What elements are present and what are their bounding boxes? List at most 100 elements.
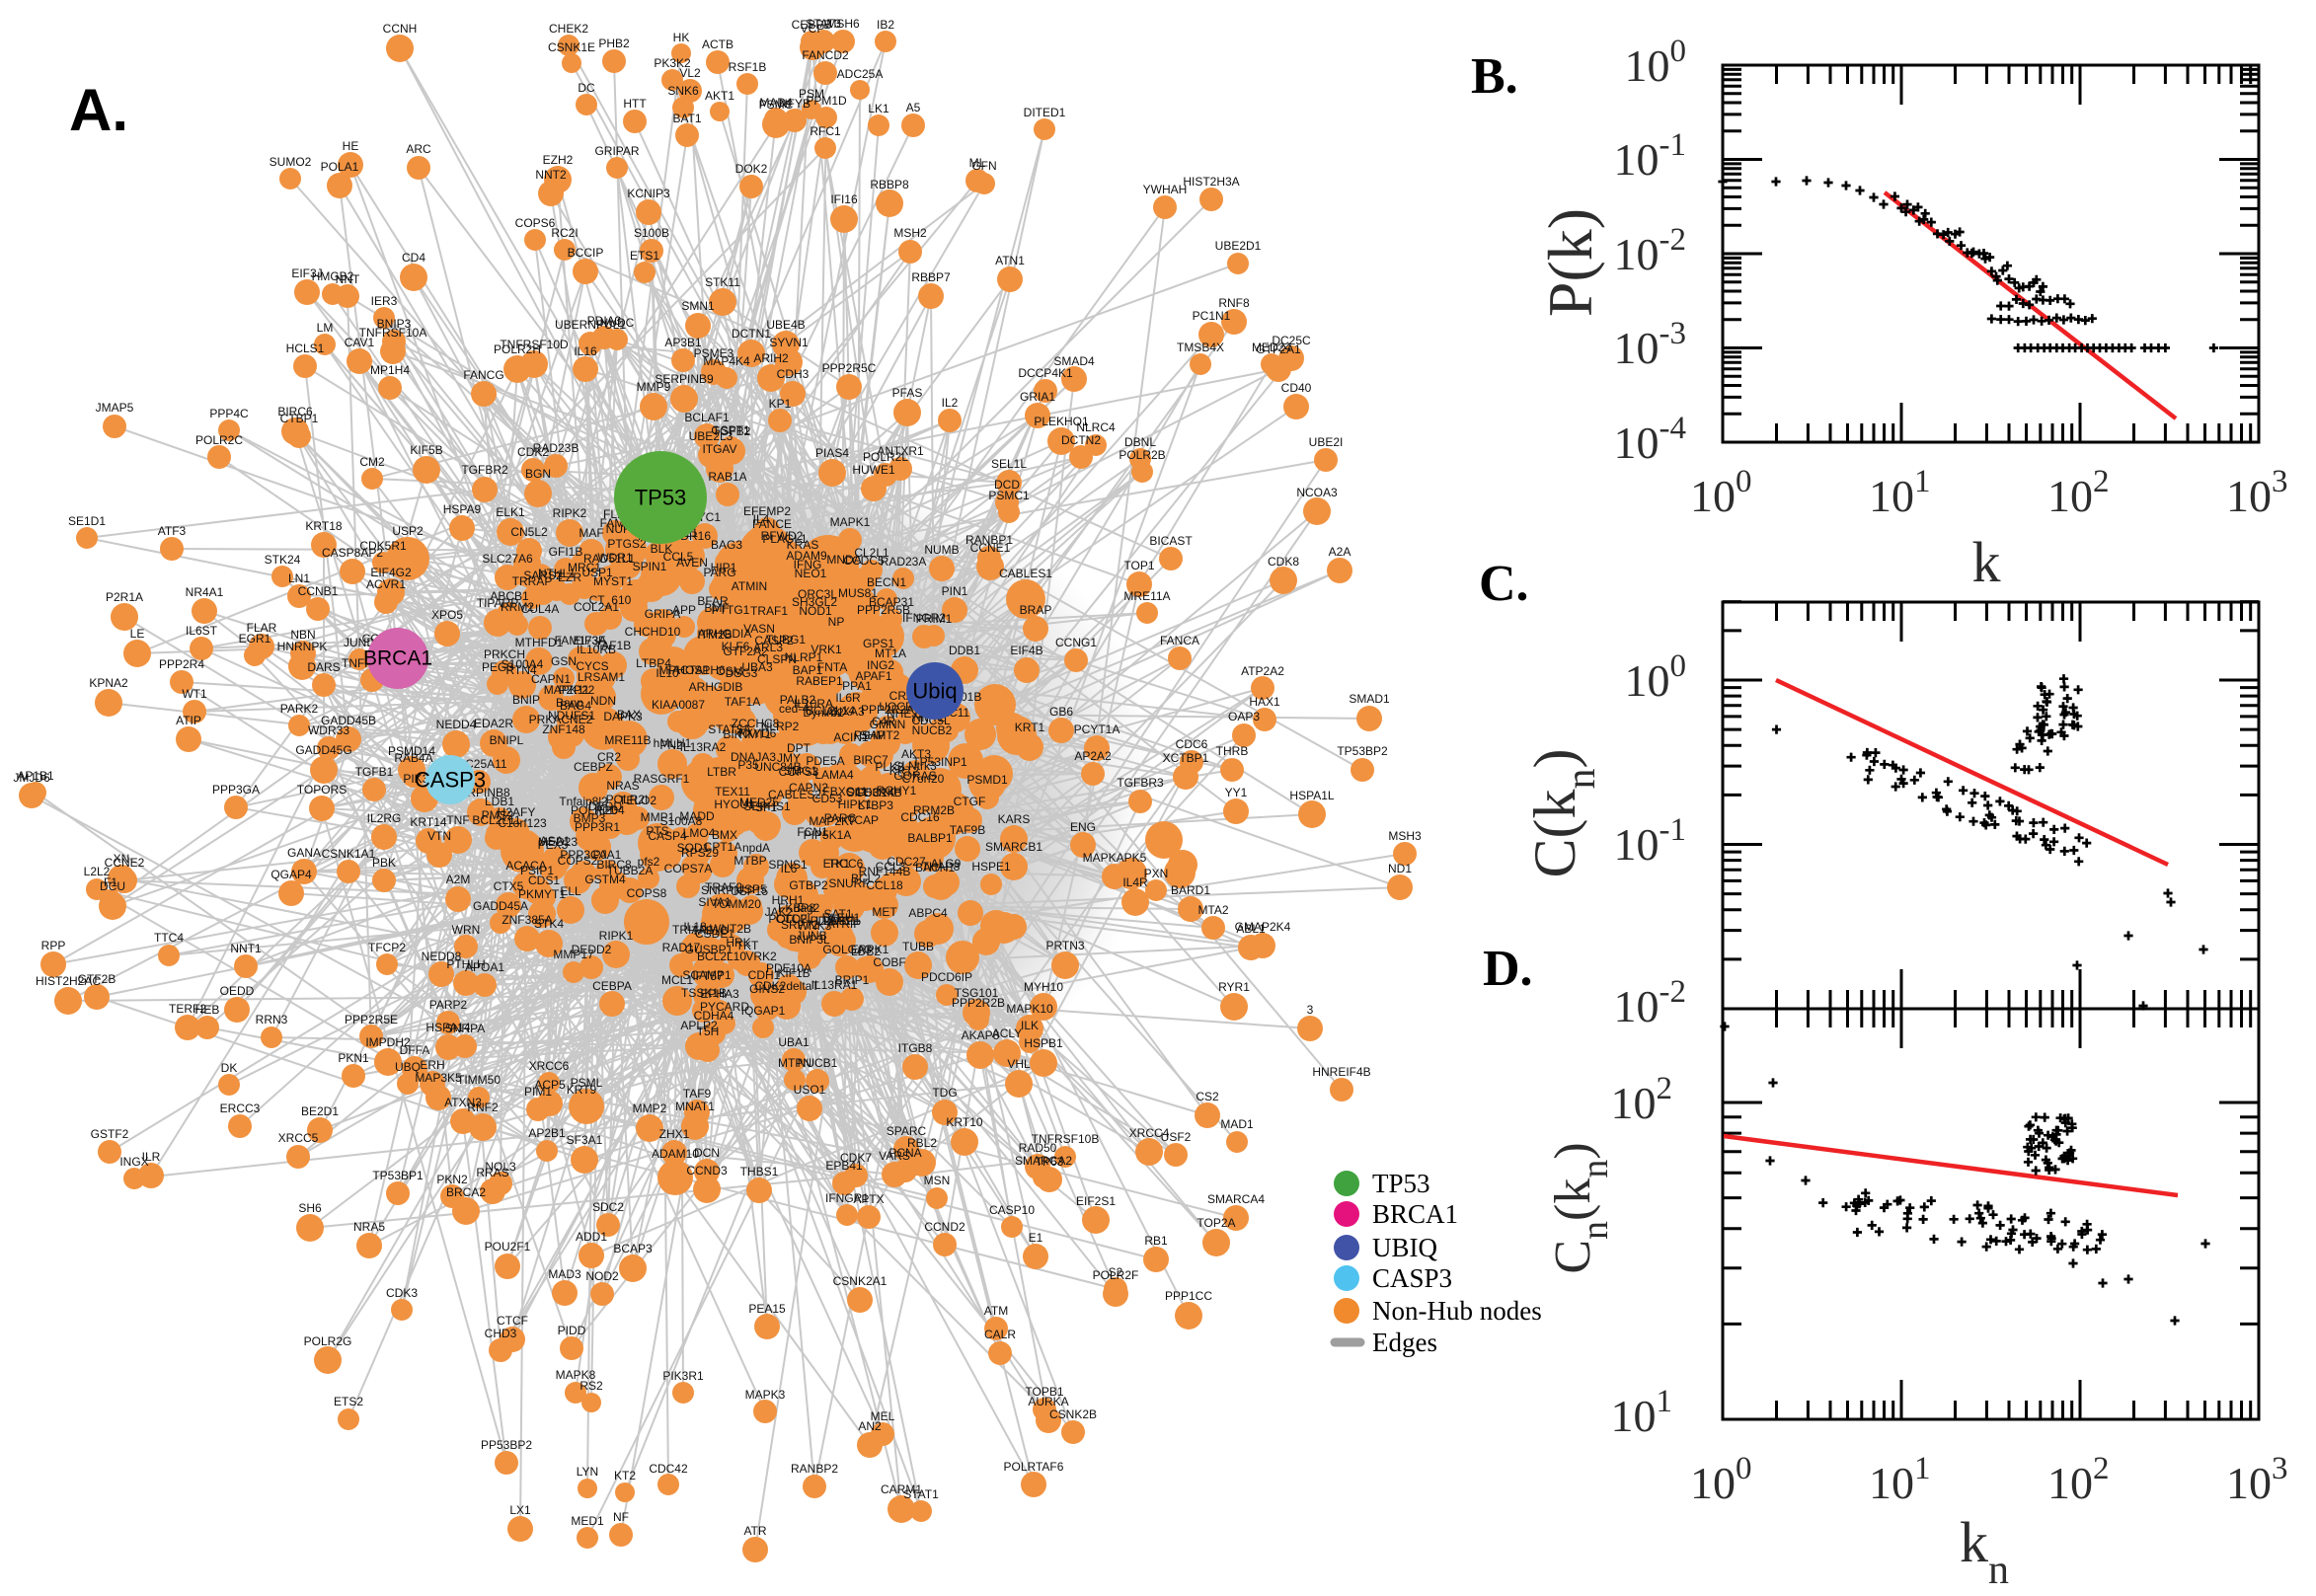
svg-text:BCAP31: BCAP31 <box>869 595 914 609</box>
svg-text:CT_610: CT_610 <box>589 593 632 607</box>
svg-text:COPS7A: COPS7A <box>664 862 713 875</box>
svg-text:PEG3: PEG3 <box>482 660 513 674</box>
svg-text:SLC27A6: SLC27A6 <box>482 552 533 566</box>
svg-text:SEL1L: SEL1L <box>991 457 1027 471</box>
svg-text:APP: APP <box>672 603 696 617</box>
svg-text:CPT1A: CPT1A <box>704 840 742 854</box>
svg-text:MAF: MAF <box>579 526 603 540</box>
svg-text:ITGAV: ITGAV <box>702 442 736 456</box>
svg-text:KIF5B: KIF5B <box>410 443 442 457</box>
svg-text:PPP2R5E: PPP2R5E <box>345 1013 398 1026</box>
svg-text:AP2B1: AP2B1 <box>528 1126 566 1140</box>
svg-text:MAP2K7: MAP2K7 <box>809 814 856 828</box>
svg-text:PPP2R2B: PPP2R2B <box>952 996 1005 1010</box>
svg-text:PARP2: PARP2 <box>429 998 468 1012</box>
svg-text:CLSPN: CLSPN <box>757 652 797 666</box>
svg-text:CTX5: CTX5 <box>494 879 524 893</box>
svg-text:npdA: npdA <box>742 841 770 855</box>
svg-text:GSN: GSN <box>551 654 577 668</box>
svg-text:UBE2L3: UBE2L3 <box>689 429 733 443</box>
svg-text:BCLAF1: BCLAF1 <box>684 411 730 424</box>
svg-text:BALBP1: BALBP1 <box>907 831 953 845</box>
svg-text:SPIN1: SPIN1 <box>633 560 667 573</box>
svg-text:ADAM10: ADAM10 <box>652 1147 699 1161</box>
svg-text:MAPK10: MAPK10 <box>1006 1002 1053 1016</box>
svg-text:ENG: ENG <box>1070 820 1096 834</box>
svg-text:USO1: USO1 <box>794 1083 826 1097</box>
svg-text:TSSK1B: TSSK1B <box>681 986 727 1000</box>
svg-text:CTGF: CTGF <box>954 795 986 808</box>
svg-text:RCHY1: RCHY1 <box>877 784 917 798</box>
svg-text:C4R: C4R <box>872 715 895 728</box>
svg-text:HSPB1: HSPB1 <box>1024 1036 1063 1050</box>
svg-text:MYH10: MYH10 <box>1024 980 1063 994</box>
svg-text:BCL2L11: BCL2L11 <box>472 813 520 827</box>
svg-text:ARHGDIA: ARHGDIA <box>698 627 752 641</box>
svg-text:GFI1B: GFI1B <box>549 545 583 559</box>
svg-text:pfs2: pfs2 <box>638 855 660 869</box>
svg-text:LTBP3: LTBP3 <box>858 798 893 812</box>
svg-text:PSMD1: PSMD1 <box>966 773 1008 787</box>
svg-text:ATMIN: ATMIN <box>732 579 767 593</box>
svg-text:CYCS: CYCS <box>576 659 608 673</box>
svg-text:AP3B1: AP3B1 <box>664 336 702 349</box>
svg-text:MRE11B: MRE11B <box>604 733 651 747</box>
svg-text:GTBP2: GTBP2 <box>789 878 828 892</box>
svg-text:UBE4B: UBE4B <box>766 318 805 332</box>
svg-text:GADD45A: GADD45A <box>473 899 528 913</box>
svg-text:IL2: IL2 <box>942 396 959 410</box>
svg-text:PPP2R2A: PPP2R2A <box>861 703 914 717</box>
svg-text:JAK2: JAK2 <box>765 905 794 919</box>
svg-text:MTBP: MTBP <box>733 854 766 868</box>
svg-text:TOPORS: TOPORS <box>297 783 347 797</box>
svg-text:IL16: IL16 <box>574 344 597 358</box>
svg-text:ACVR1: ACVR1 <box>366 577 406 591</box>
svg-text:MAPK1: MAPK1 <box>830 515 871 529</box>
svg-text:BNIP: BNIP <box>512 693 540 707</box>
svg-text:EFEMP2: EFEMP2 <box>743 504 791 518</box>
svg-text:LAMA4: LAMA4 <box>814 768 854 782</box>
svg-text:ASA1: ASA1 <box>540 834 571 848</box>
svg-text:HIP1: HIP1 <box>711 561 737 574</box>
svg-text:RASGRF1: RASGRF1 <box>634 772 690 786</box>
svg-text:BECN1: BECN1 <box>867 575 906 589</box>
svg-text:BMX: BMX <box>712 828 737 842</box>
svg-text:MTPN: MTPN <box>778 1056 811 1070</box>
svg-text:EPPK1: EPPK1 <box>851 943 889 956</box>
svg-text:ARHGDIB: ARHGDIB <box>689 680 743 694</box>
svg-text:SMN1: SMN1 <box>681 299 715 313</box>
svg-text:IFT57: IFT57 <box>692 969 724 983</box>
svg-text:PRTN3: PRTN3 <box>1045 939 1084 952</box>
svg-text:AVEN: AVEN <box>676 556 708 570</box>
svg-text:CDH3: CDH3 <box>777 367 810 381</box>
svg-text:ELK1: ELK1 <box>496 505 525 519</box>
svg-text:STAT5A: STAT5A <box>708 722 751 736</box>
svg-text:GPS1: GPS1 <box>863 637 894 650</box>
svg-text:DARS: DARS <box>307 660 340 674</box>
svg-text:ATXN3: ATXN3 <box>444 1096 482 1109</box>
svg-text:IQGAP1: IQGAP1 <box>741 1004 786 1018</box>
svg-text:IL13RA2: IL13RA2 <box>680 740 727 754</box>
svg-text:ABPC4: ABPC4 <box>908 906 948 920</box>
svg-text:LMO4: LMO4 <box>683 826 716 840</box>
svg-text:TELO2: TELO2 <box>619 794 656 807</box>
svg-text:EIF4B: EIF4B <box>1010 644 1042 657</box>
svg-text:BCL2L14: BCL2L14 <box>806 704 855 718</box>
svg-text:VHL: VHL <box>1007 1057 1031 1071</box>
svg-text:DCN: DCN <box>694 1146 720 1160</box>
svg-text:PPP3R1: PPP3R1 <box>575 820 620 834</box>
svg-text:TAF9B: TAF9B <box>950 823 985 837</box>
svg-text:GSTM4: GSTM4 <box>584 873 626 886</box>
svg-text:SOD1: SOD1 <box>677 841 710 855</box>
svg-text:PIM1: PIM1 <box>524 1085 552 1099</box>
svg-text:ARIH2: ARIH2 <box>753 351 789 365</box>
svg-text:PDE5A: PDE5A <box>806 754 844 768</box>
svg-text:PBK: PBK <box>372 856 396 870</box>
svg-text:PLK3: PLK3 <box>875 760 904 774</box>
svg-text:DAPK3: DAPK3 <box>603 710 643 723</box>
svg-text:JUNB: JUNB <box>796 929 826 943</box>
svg-text:IL13RA1: IL13RA1 <box>811 978 858 992</box>
svg-text:ING2: ING2 <box>867 658 894 672</box>
svg-text:TGFB1: TGFB1 <box>355 765 394 779</box>
svg-text:TIMM50: TIMM50 <box>457 1073 501 1087</box>
